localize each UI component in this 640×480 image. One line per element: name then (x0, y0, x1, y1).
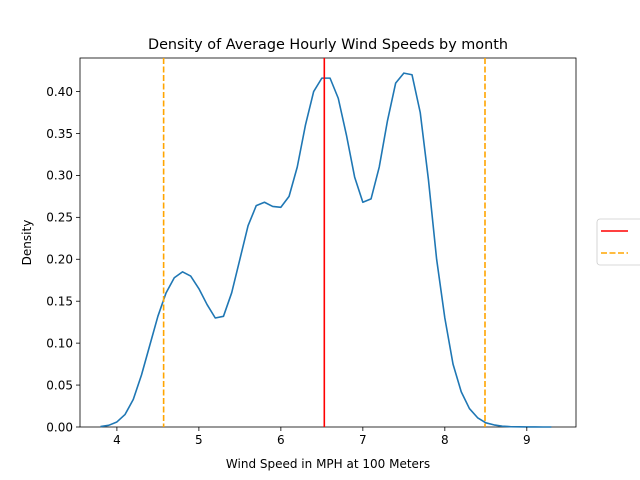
density-curve-layer (100, 72, 552, 428)
x-tick-label: 4 (113, 433, 121, 447)
y-axis-label: Density (20, 220, 34, 266)
y-axis-ticks: 0.00 0.05 0.10 0.15 0.20 0.25 0.30 0.35 0.40 (46, 85, 80, 434)
y-tick-label: 0.10 (46, 336, 73, 350)
chart-title: Density of Average Hourly Wind Speeds by… (148, 37, 508, 53)
plot-area (79, 57, 577, 428)
x-axis-label: Wind Speed in MPH at 100 Meters (226, 457, 430, 471)
plot-frame (79, 57, 577, 428)
y-tick-label: 0.20 (46, 253, 73, 267)
y-tick-label: 0.25 (46, 211, 73, 225)
x-tick-label: 8 (441, 433, 449, 447)
y-tick-label: 0.05 (46, 378, 73, 392)
y-tick-label: 0.40 (46, 85, 73, 99)
legend (596, 218, 640, 266)
x-axis-ticks: 4 5 6 7 8 9 (113, 427, 531, 447)
density-line-0 (100, 72, 552, 428)
reference-lines-layer (162, 58, 486, 427)
y-tick-label: 0.30 (46, 169, 73, 183)
x-tick-label: 7 (359, 433, 367, 447)
y-tick-label: 0.00 (46, 420, 73, 434)
y-tick-label: 0.35 (46, 127, 73, 141)
legend-box (596, 218, 640, 266)
x-tick-label: 5 (195, 433, 203, 447)
y-tick-label: 0.15 (46, 295, 73, 309)
x-tick-label: 9 (523, 433, 531, 447)
x-tick-label: 6 (277, 433, 285, 447)
